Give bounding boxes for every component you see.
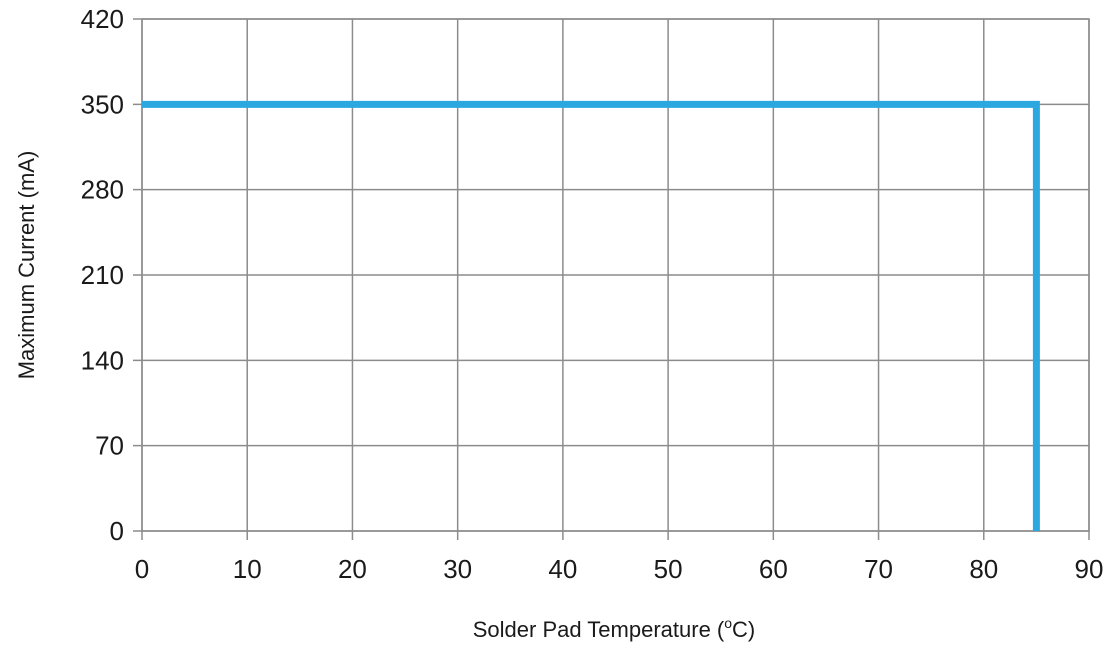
x-tick-label: 50	[654, 554, 683, 584]
series-layer	[142, 100, 1040, 531]
y-tick-label: 210	[81, 260, 124, 290]
x-axis-title-main: Solder Pad Temperature (	[473, 617, 725, 642]
series-line	[142, 100, 1040, 531]
x-tick-label: 90	[1075, 554, 1104, 584]
x-tick-label: 70	[864, 554, 893, 584]
x-tick-label: 40	[548, 554, 577, 584]
y-axis-title: Maximum Current (mA)	[14, 151, 39, 380]
x-tick-label: 60	[759, 554, 788, 584]
x-tick-labels: 0 10 20 30 40 50 60 70 80 90	[135, 554, 1104, 584]
y-tick-label: 140	[81, 345, 124, 375]
x-tick-label: 30	[443, 554, 472, 584]
y-tick-label: 280	[81, 175, 124, 205]
y-tick-label: 70	[95, 431, 124, 461]
y-tick-labels: 0 70 140 210 280 350 420	[81, 4, 124, 546]
x-tick-label: 80	[969, 554, 998, 584]
x-axis-title-unit: C)	[732, 617, 755, 642]
grid	[133, 18, 1090, 540]
x-tick-label: 20	[338, 554, 367, 584]
x-axis-title: Solder Pad Temperature (oC)	[473, 615, 756, 642]
x-tick-label: 10	[233, 554, 262, 584]
x-tick-label: 0	[135, 554, 149, 584]
y-tick-label: 0	[110, 516, 124, 546]
x-axis-title-degree: o	[724, 615, 732, 631]
plot-frame	[141, 18, 1090, 532]
y-tick-label: 420	[81, 4, 124, 34]
y-tick-label: 350	[81, 89, 124, 119]
